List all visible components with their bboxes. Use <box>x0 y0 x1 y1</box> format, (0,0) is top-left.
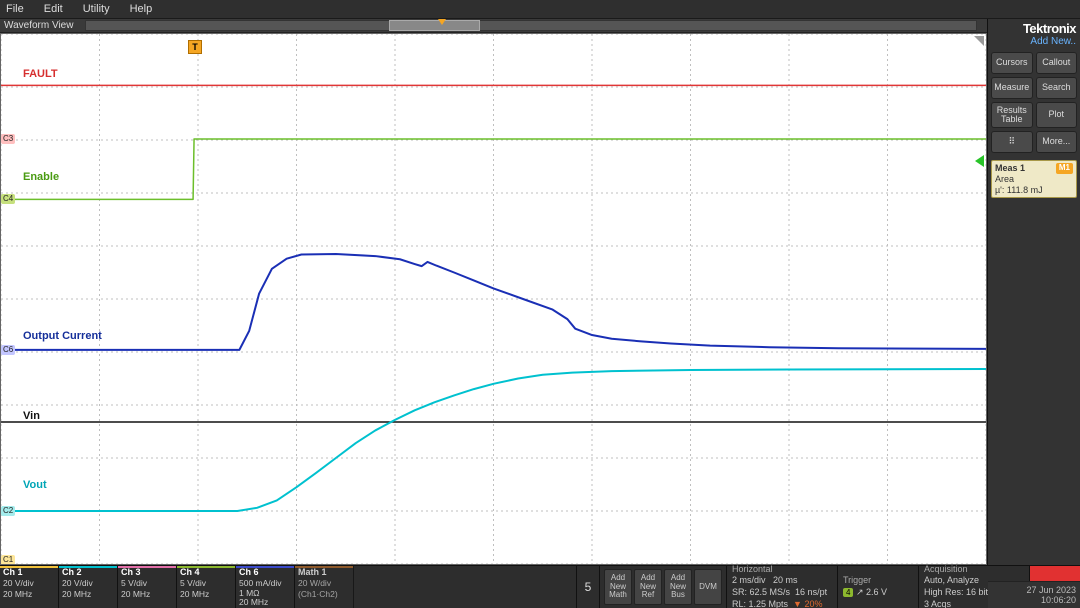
channel-badge[interactable]: Ch 6500 mA/div1 MΩ20 MHz <box>236 566 295 608</box>
horizontal-panel[interactable]: Horizontal 2 ms/div 20 ms SR: 62.5 MS/s … <box>726 566 837 608</box>
channel-tag[interactable]: C4 <box>1 194 15 204</box>
trigger-channel: 4 <box>843 588 853 597</box>
plot-button[interactable]: Plot <box>1036 102 1078 128</box>
trigger-level: 2.6 V <box>866 587 887 597</box>
measure-button[interactable]: Measure <box>991 77 1033 99</box>
meas-id: M1 <box>1056 163 1073 174</box>
trigger-position-flag[interactable]: T <box>188 40 202 54</box>
meas-name: Area <box>995 174 1073 185</box>
add-ref-button[interactable]: AddNewRef <box>634 569 662 605</box>
trigger-edge-icon: ↗ <box>856 587 864 597</box>
more-button[interactable]: More... <box>1036 131 1078 153</box>
zoom-knob[interactable]: 5 <box>576 566 599 608</box>
trigger-panel[interactable]: Trigger 4 ↗ 2.6 V <box>837 566 918 608</box>
channel-badge[interactable]: Ch 120 V/div20 MHz <box>0 566 59 608</box>
channel-badge[interactable]: Ch 220 V/div20 MHz <box>59 566 118 608</box>
results-table-button[interactable]: Results Table <box>991 102 1033 128</box>
cursors-button[interactable]: Cursors <box>991 52 1033 74</box>
horiz-rl: RL: 1.25 Mpts <box>732 599 788 608</box>
horiz-res: 16 ns/pt <box>795 587 827 597</box>
search-button[interactable]: Search <box>1036 77 1078 99</box>
datetime: 27 Jun 2023 10:06:20 <box>988 581 1080 608</box>
menu-utility[interactable]: Utility <box>83 3 110 15</box>
menu-edit[interactable]: Edit <box>44 3 63 15</box>
meas-title: Meas 1 <box>995 163 1025 174</box>
waveform-title: Waveform View <box>4 20 73 31</box>
trigger-level-arrow[interactable] <box>975 155 984 167</box>
acq-header: Acquisition <box>924 564 1024 576</box>
add-bus-button[interactable]: AddNewBus <box>664 569 692 605</box>
callout-button[interactable]: Callout <box>1036 52 1078 74</box>
horizontal-header: Horizontal <box>732 564 832 576</box>
brand: Tektronix Add New.. <box>988 19 1080 49</box>
time: 10:06:20 <box>992 595 1076 605</box>
expand-corner-icon[interactable] <box>974 36 984 46</box>
horiz-pct: ▼ 20% <box>793 599 822 608</box>
menubar: File Edit Utility Help <box>0 0 1080 19</box>
horiz-scale: 2 ms/div <box>732 575 766 585</box>
waveform-canvas[interactable]: FAULTEnableOutput CurrentVinVoutC3C4C6C2… <box>0 33 987 565</box>
add-math-button[interactable]: AddNewMath <box>604 569 632 605</box>
channel-tag[interactable]: C6 <box>1 345 15 355</box>
horiz-sr: SR: 62.5 MS/s <box>732 587 790 597</box>
waveform-header: Waveform View <box>0 19 987 33</box>
side-panel: Tektronix Add New.. Cursors Callout Meas… <box>987 19 1080 565</box>
tools-button[interactable]: ⠿ <box>991 131 1033 153</box>
channel-badge[interactable]: Math 120 W/div(Ch1·Ch2) <box>295 566 354 608</box>
menu-file[interactable]: File <box>6 3 24 15</box>
bottom-strip: Ch 120 V/div20 MHzCh 220 V/div20 MHzCh 3… <box>0 565 1080 608</box>
channel-tag[interactable]: C1 <box>1 555 15 565</box>
channel-badge[interactable]: Ch 45 V/div20 MHz <box>177 566 236 608</box>
channel-badge[interactable]: Ch 35 V/div20 MHz <box>118 566 177 608</box>
date: 27 Jun 2023 <box>992 585 1076 595</box>
menu-help[interactable]: Help <box>130 3 153 15</box>
trigger-header: Trigger <box>843 575 913 587</box>
brand-logo: Tektronix <box>992 21 1076 36</box>
channel-tag[interactable]: C2 <box>1 506 15 516</box>
horiz-record: 20 ms <box>773 575 798 585</box>
measurement-badge[interactable]: Meas 1 M1 Area µ': 111.8 mJ <box>991 160 1077 198</box>
timebase-scrollbar[interactable] <box>85 20 977 31</box>
meas-value: µ': 111.8 mJ <box>995 185 1073 196</box>
add-new-link[interactable]: Add New.. <box>992 36 1076 47</box>
channel-tag[interactable]: C3 <box>1 134 15 144</box>
add-dvm-button[interactable]: DVM <box>694 569 722 605</box>
